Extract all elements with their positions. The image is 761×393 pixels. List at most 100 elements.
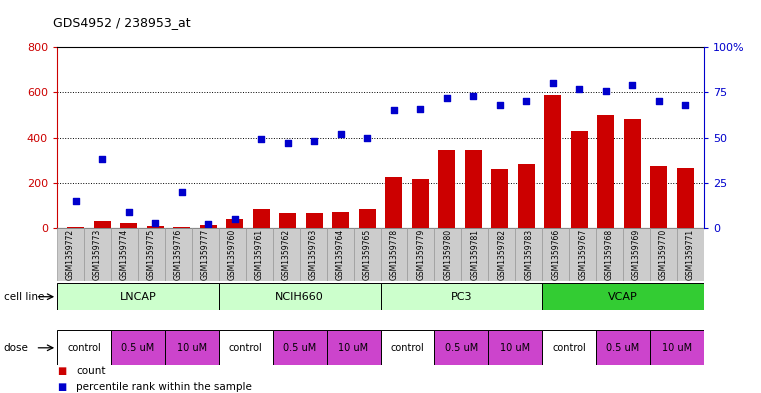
Text: 0.5 uM: 0.5 uM xyxy=(283,343,317,353)
Bar xyxy=(57,283,219,310)
Point xyxy=(123,209,135,215)
Bar xyxy=(461,228,489,281)
Text: control: control xyxy=(390,343,425,353)
Point xyxy=(282,140,294,146)
Point xyxy=(387,107,400,114)
Point xyxy=(521,98,533,105)
Text: cell line: cell line xyxy=(4,292,44,302)
Point xyxy=(494,102,506,108)
Text: 0.5 uM: 0.5 uM xyxy=(444,343,478,353)
Text: 10 uM: 10 uM xyxy=(500,343,530,353)
Bar xyxy=(111,228,138,281)
Bar xyxy=(491,169,508,228)
Bar xyxy=(226,219,244,228)
Bar xyxy=(650,166,667,228)
Point xyxy=(467,93,479,99)
Point xyxy=(546,80,559,86)
Text: GSM1359778: GSM1359778 xyxy=(390,229,399,280)
Bar xyxy=(435,330,489,365)
Bar xyxy=(120,223,137,228)
Text: GSM1359779: GSM1359779 xyxy=(416,229,425,280)
Bar xyxy=(358,209,376,228)
Text: NCIH660: NCIH660 xyxy=(275,292,324,302)
Bar xyxy=(332,212,349,228)
Bar xyxy=(57,228,84,281)
Bar xyxy=(543,330,596,365)
Text: control: control xyxy=(67,343,101,353)
Text: control: control xyxy=(552,343,586,353)
Text: GSM1359774: GSM1359774 xyxy=(120,229,129,280)
Text: GSM1359770: GSM1359770 xyxy=(659,229,668,280)
Text: GDS4952 / 238953_at: GDS4952 / 238953_at xyxy=(53,16,191,29)
Text: GSM1359780: GSM1359780 xyxy=(444,229,452,280)
Point xyxy=(149,219,161,226)
Bar xyxy=(326,228,354,281)
Bar xyxy=(253,209,270,228)
Bar xyxy=(173,227,190,228)
Bar xyxy=(677,168,694,228)
Text: GSM1359775: GSM1359775 xyxy=(147,229,156,280)
Point xyxy=(441,95,453,101)
Text: GSM1359782: GSM1359782 xyxy=(497,229,506,280)
Point xyxy=(573,86,585,92)
Bar xyxy=(138,228,165,281)
Bar xyxy=(279,213,296,228)
Bar xyxy=(517,163,535,228)
Bar xyxy=(650,228,677,281)
Bar xyxy=(623,228,650,281)
Point xyxy=(96,156,108,162)
Bar xyxy=(199,224,217,228)
Text: GSM1359776: GSM1359776 xyxy=(174,229,183,280)
Bar xyxy=(624,119,641,228)
Bar xyxy=(300,228,326,281)
Text: 10 uM: 10 uM xyxy=(177,343,207,353)
Bar xyxy=(94,221,111,228)
Bar xyxy=(219,283,380,310)
Bar xyxy=(272,228,300,281)
Text: GSM1359783: GSM1359783 xyxy=(524,229,533,280)
Text: GSM1359777: GSM1359777 xyxy=(201,229,210,280)
Bar xyxy=(596,330,650,365)
Text: GSM1359763: GSM1359763 xyxy=(309,229,317,280)
Text: GSM1359765: GSM1359765 xyxy=(362,229,371,280)
Bar xyxy=(380,283,542,310)
Point xyxy=(69,198,81,204)
Bar xyxy=(326,330,380,365)
Text: dose: dose xyxy=(4,343,29,353)
Text: GSM1359766: GSM1359766 xyxy=(551,229,560,280)
Bar xyxy=(438,150,455,228)
Text: GSM1359760: GSM1359760 xyxy=(228,229,237,280)
Bar xyxy=(571,131,588,228)
Text: 10 uM: 10 uM xyxy=(339,343,368,353)
Text: 0.5 uM: 0.5 uM xyxy=(607,343,640,353)
Bar xyxy=(380,330,435,365)
Point xyxy=(600,87,612,94)
Bar xyxy=(465,150,482,228)
Text: GSM1359772: GSM1359772 xyxy=(66,229,75,280)
Text: VCAP: VCAP xyxy=(608,292,638,302)
Text: GSM1359764: GSM1359764 xyxy=(336,229,345,280)
Bar xyxy=(380,228,407,281)
Text: control: control xyxy=(229,343,263,353)
Bar xyxy=(111,330,165,365)
Point xyxy=(255,136,267,143)
Text: GSM1359761: GSM1359761 xyxy=(255,229,264,280)
Bar xyxy=(165,228,192,281)
Point xyxy=(653,98,665,105)
Bar xyxy=(677,228,704,281)
Text: GSM1359781: GSM1359781 xyxy=(470,229,479,280)
Point xyxy=(335,131,347,137)
Text: 0.5 uM: 0.5 uM xyxy=(121,343,154,353)
Bar xyxy=(489,228,515,281)
Text: GSM1359771: GSM1359771 xyxy=(686,229,695,280)
Text: count: count xyxy=(76,366,106,376)
Bar xyxy=(354,228,380,281)
Bar xyxy=(543,228,569,281)
Bar xyxy=(219,228,246,281)
Text: 10 uM: 10 uM xyxy=(662,343,692,353)
Bar xyxy=(67,227,84,228)
Bar xyxy=(57,330,111,365)
Bar xyxy=(435,228,461,281)
Point xyxy=(228,216,240,222)
Bar xyxy=(84,228,111,281)
